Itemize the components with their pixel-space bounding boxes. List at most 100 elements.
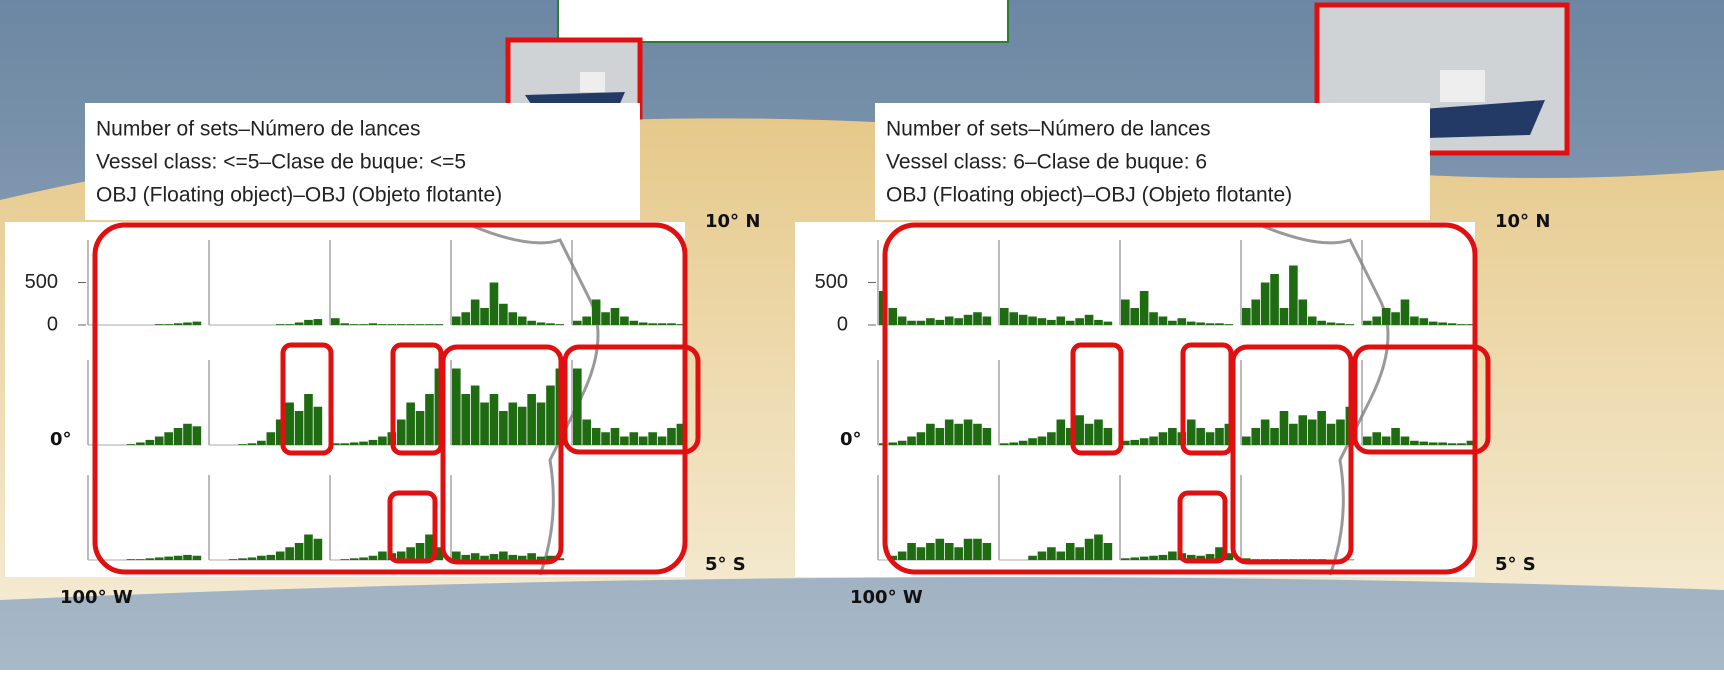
- bar: [518, 556, 527, 560]
- bar: [1094, 420, 1103, 446]
- bar: [1168, 428, 1177, 445]
- bar: [973, 312, 982, 325]
- bar: [276, 324, 285, 325]
- bar: [509, 403, 518, 446]
- bar: [1009, 312, 1018, 325]
- bar: [620, 317, 629, 326]
- bar: [499, 304, 508, 325]
- chart-area: [795, 222, 1475, 577]
- bar: [926, 318, 935, 325]
- bar: [556, 324, 565, 325]
- bar: [1057, 420, 1066, 446]
- bar: [983, 428, 992, 445]
- bar: [304, 535, 313, 561]
- bar: [1196, 428, 1205, 445]
- bar: [527, 321, 536, 325]
- bar: [359, 324, 368, 325]
- bar: [267, 555, 276, 560]
- bar: [592, 300, 601, 326]
- bar: [658, 323, 667, 325]
- bar: [917, 547, 926, 560]
- bar: [1391, 428, 1400, 445]
- bar: [973, 424, 982, 445]
- bar: [183, 322, 192, 325]
- bar: [1382, 437, 1391, 446]
- bar: [1178, 318, 1187, 325]
- bar: [888, 442, 897, 445]
- title-box: [558, 0, 1008, 42]
- bar: [1028, 438, 1037, 445]
- bar: [936, 320, 945, 325]
- bar: [1206, 432, 1215, 445]
- bar: [174, 428, 183, 445]
- bar: [1159, 317, 1168, 326]
- bar: [136, 442, 145, 445]
- bar: [350, 442, 359, 445]
- bar: [248, 443, 257, 445]
- bar: [907, 321, 916, 325]
- bar: [1140, 557, 1149, 560]
- bar: [267, 432, 276, 445]
- bar: [1448, 323, 1457, 325]
- bar: [127, 444, 136, 445]
- bar: [314, 407, 323, 445]
- map-label: 5° S: [1495, 554, 1536, 575]
- bar: [1149, 312, 1158, 325]
- bar: [359, 557, 368, 560]
- bar: [1196, 322, 1205, 325]
- bar: [452, 369, 461, 446]
- bar: [257, 556, 266, 560]
- bar: [1066, 321, 1075, 325]
- bar: [1149, 556, 1158, 560]
- bar: [340, 443, 349, 445]
- bar: [936, 539, 945, 560]
- bar: [537, 403, 546, 446]
- bar: [898, 441, 907, 445]
- bar: [1159, 432, 1168, 445]
- bar: [1130, 440, 1139, 445]
- bar: [926, 424, 935, 445]
- bar: [537, 557, 546, 560]
- bar: [490, 394, 499, 445]
- bar: [582, 317, 591, 326]
- bar: [954, 424, 963, 445]
- bar: [1066, 543, 1075, 560]
- bar: [1457, 324, 1466, 325]
- bar: [490, 554, 499, 560]
- bar: [1028, 556, 1037, 560]
- bar: [257, 441, 266, 445]
- bar: [1363, 437, 1372, 446]
- bar: [667, 428, 676, 445]
- bar: [601, 432, 610, 445]
- bar: [1346, 324, 1355, 325]
- bar: [1000, 308, 1009, 325]
- bar: [639, 322, 648, 325]
- bar: [1457, 443, 1466, 445]
- bar: [518, 317, 527, 326]
- bar: [648, 432, 657, 445]
- bar: [461, 394, 470, 445]
- bar: [898, 552, 907, 561]
- bar: [1168, 321, 1177, 325]
- bar: [936, 428, 945, 445]
- bar: [471, 386, 480, 446]
- bar: [954, 547, 963, 560]
- bar: [907, 437, 916, 446]
- bar: [611, 428, 620, 445]
- bar: [155, 324, 164, 325]
- bar: [146, 558, 155, 560]
- bar: [480, 556, 489, 560]
- bar: [304, 394, 313, 445]
- bar: [1317, 411, 1326, 445]
- bar: [1187, 322, 1196, 325]
- bar: [304, 320, 313, 325]
- bar: [964, 420, 973, 446]
- slide: Number of sets–Número de lancesVessel cl…: [0, 0, 1724, 670]
- map-label: 10° N: [705, 211, 760, 232]
- bar: [1130, 308, 1139, 325]
- bar: [1075, 547, 1084, 560]
- bar: [620, 437, 629, 446]
- bar: [1075, 415, 1084, 445]
- bar: [1225, 324, 1234, 325]
- bar: [1094, 320, 1103, 325]
